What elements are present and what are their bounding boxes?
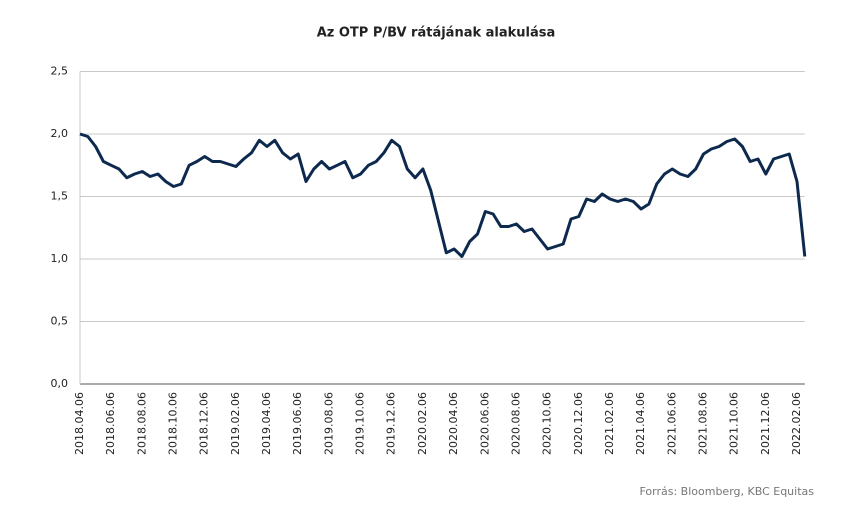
x-tick-label: 2019.06.06 (291, 392, 304, 455)
y-tick-label: 2,5 (51, 65, 69, 78)
x-tick-label: 2018.10.06 (167, 392, 180, 455)
x-tick-label: 2021.10.06 (728, 392, 741, 455)
x-tick-label: 2019.02.06 (229, 392, 242, 455)
x-tick-label: 2019.04.06 (260, 392, 273, 455)
chart-title: Az OTP P/BV rátájának alakulása (317, 26, 556, 41)
x-tick-label: 2018.04.06 (73, 392, 86, 455)
source-note: Forrás: Bloomberg, KBC Equitas (639, 485, 814, 498)
x-tick-label: 2021.08.06 (696, 392, 709, 455)
x-tick-label: 2020.12.06 (572, 392, 585, 455)
x-tick-label: 2018.12.06 (198, 392, 211, 455)
y-tick-label: 0,5 (51, 315, 69, 328)
data-line (79, 132, 807, 258)
y-tick-label: 1,0 (51, 252, 69, 265)
x-tick-label: 2020.08.06 (509, 392, 522, 455)
x-tick-label: 2019.12.06 (385, 392, 398, 455)
x-tick-label: 2021.02.06 (603, 392, 616, 455)
x-tick-label: 2018.08.06 (135, 392, 148, 455)
x-tick-label: 2021.12.06 (759, 392, 772, 455)
x-tick-label: 2019.10.06 (354, 392, 367, 455)
x-tick-label: 2019.08.06 (322, 392, 335, 455)
y-tick-label: 0,0 (51, 377, 69, 390)
x-tick-label: 2022.02.06 (790, 392, 803, 455)
x-tick-label: 2020.02.06 (416, 392, 429, 455)
y-tick-label: 2,0 (51, 127, 69, 140)
x-tick-label: 2021.06.06 (665, 392, 678, 455)
x-tick-label: 2020.06.06 (478, 392, 491, 455)
x-tick-label: 2020.04.06 (447, 392, 460, 455)
x-tick-label: 2018.06.06 (104, 392, 117, 455)
y-tick-label: 1,5 (51, 190, 69, 203)
x-tick-label: 2021.04.06 (634, 392, 647, 455)
x-tick-label: 2020.10.06 (541, 392, 554, 455)
